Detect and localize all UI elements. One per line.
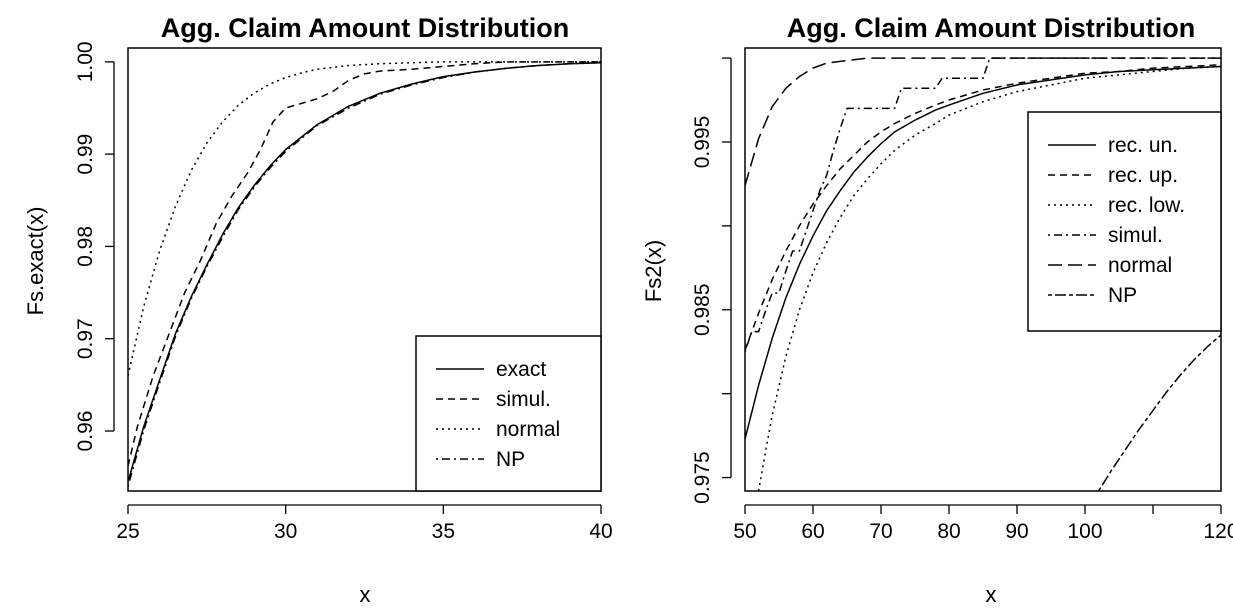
right-legend-label: simul. bbox=[1108, 224, 1163, 247]
right-legend-label: NP bbox=[1108, 284, 1137, 307]
left-legend-label: simul. bbox=[496, 388, 551, 411]
right-x-tick-label: 90 bbox=[1005, 520, 1028, 543]
left-x-tick-label: 40 bbox=[589, 520, 612, 543]
right-legend: rec. un. rec. up. rec. low. simul. normal NP bbox=[1027, 111, 1222, 332]
right-series-group bbox=[745, 57, 1221, 491]
right-x-axis: 50 60 70 80 90 100 120 bbox=[733, 504, 1233, 543]
right-series-line-4 bbox=[745, 57, 1221, 186]
right-legend-label: normal bbox=[1108, 254, 1172, 277]
left-legend-box bbox=[415, 335, 602, 492]
left-x-tick-label: 25 bbox=[116, 520, 139, 543]
right-panel: Agg. Claim Amount Distribution 50 60 70 80 9… bbox=[641, 13, 1233, 607]
right-y-tick-label: 0.975 bbox=[691, 451, 714, 504]
left-y-axis: 0.96 0.97 0.98 0.99 1.00 bbox=[74, 41, 115, 452]
left-x-tick-label: 35 bbox=[432, 520, 455, 543]
right-y-tick-label: 0.995 bbox=[691, 116, 714, 169]
left-chart-title: Agg. Claim Amount Distribution bbox=[161, 13, 569, 43]
left-legend-label: normal bbox=[496, 418, 560, 441]
right-x-tick-label: 60 bbox=[801, 520, 824, 543]
left-legend-label: NP bbox=[496, 448, 525, 471]
left-legend: exact simul. normal NP bbox=[415, 335, 602, 492]
right-series-line-2 bbox=[757, 65, 1221, 491]
left-panel: Agg. Claim Amount Distribution 25 30 35 40 … bbox=[23, 13, 613, 607]
right-x-tick-label: 100 bbox=[1067, 520, 1102, 543]
left-y-tick-label: 0.98 bbox=[74, 226, 97, 267]
left-x-axis-label: x bbox=[360, 582, 371, 607]
left-series-line-2 bbox=[128, 61, 601, 376]
left-series-line-3 bbox=[128, 62, 601, 487]
right-series-line-3 bbox=[745, 57, 1221, 352]
right-y-axis: 0.975 0.985 0.995 bbox=[691, 57, 732, 504]
right-series-line-0 bbox=[745, 65, 1221, 440]
right-legend-label: rec. low. bbox=[1108, 194, 1185, 217]
left-series-line-1 bbox=[128, 61, 601, 467]
left-x-axis: 25 30 35 40 bbox=[116, 504, 613, 543]
right-x-axis-label: x bbox=[986, 582, 997, 607]
right-chart-title: Agg. Claim Amount Distribution bbox=[787, 13, 1195, 43]
left-y-tick-label: 1.00 bbox=[74, 41, 97, 82]
left-legend-items: exact simul. normal NP bbox=[436, 358, 560, 471]
left-y-axis-label: Fs.exact(x) bbox=[23, 207, 48, 316]
right-x-tick-label: 50 bbox=[733, 520, 756, 543]
left-series-group bbox=[128, 61, 601, 487]
right-legend-label: rec. up. bbox=[1108, 164, 1178, 187]
right-x-tick-label: 70 bbox=[869, 520, 892, 543]
left-y-tick-label: 0.96 bbox=[74, 411, 97, 452]
right-x-tick-label: 80 bbox=[937, 520, 960, 543]
right-y-tick-label: 0.985 bbox=[691, 283, 714, 336]
right-series-line-1 bbox=[745, 64, 1221, 351]
right-legend-items: rec. un. rec. up. rec. low. simul. normal NP bbox=[1048, 134, 1185, 307]
left-legend-label: exact bbox=[496, 358, 546, 381]
left-x-tick-label: 30 bbox=[274, 520, 297, 543]
left-y-tick-label: 0.99 bbox=[74, 134, 97, 175]
right-legend-label: rec. un. bbox=[1108, 134, 1178, 157]
left-plot-frame bbox=[127, 47, 602, 492]
right-series-line-5 bbox=[1097, 334, 1221, 491]
left-y-tick-label: 0.97 bbox=[74, 318, 97, 359]
right-y-axis-label: Fs2(x) bbox=[641, 240, 666, 302]
right-x-tick-label: 120 bbox=[1203, 520, 1233, 543]
